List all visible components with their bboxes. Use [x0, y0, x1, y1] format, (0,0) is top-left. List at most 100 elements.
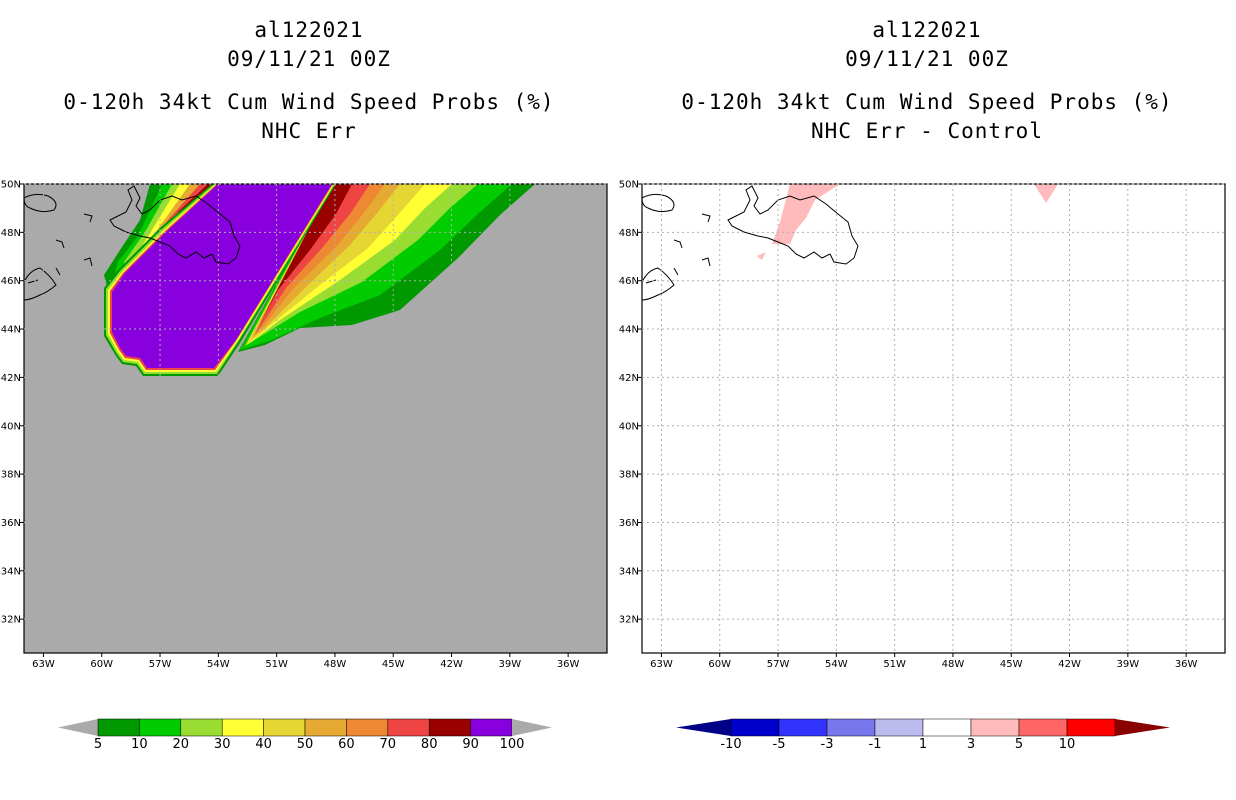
lon-tick-label: 36W	[557, 659, 580, 670]
lon-tick-label: 54W	[207, 659, 230, 670]
lon-tick-label: 48W	[324, 659, 347, 670]
prob-band-70	[253, 184, 370, 338]
colorbar-swatch	[922, 718, 972, 737]
colorbar-label: 5	[1015, 737, 1023, 752]
coast-newfoundland	[727, 185, 859, 265]
colorbar-label: 3	[967, 737, 975, 752]
colorbar-label: 40	[255, 737, 272, 752]
colorbar-swatch	[180, 718, 223, 737]
right-model-name: NHC Err - Control	[811, 119, 1043, 143]
colorbar-label: 10	[131, 737, 148, 752]
left-colorbar: 5 10 20 30 40 50 60 70 80 90 100	[58, 718, 552, 752]
colorbar-swatch	[97, 718, 140, 737]
coast-anticosti	[24, 193, 57, 213]
lat-tick-label: 36N	[619, 518, 639, 529]
prob-band-20	[250, 184, 478, 343]
colorbar-swatch	[970, 718, 1020, 737]
left-gridlines	[20, 183, 607, 657]
coast-islet	[701, 213, 711, 223]
left-model-name: NHC Err	[261, 119, 357, 143]
right-map-panel: 63W 60W 57W 54W 51W 48W 45W 42W 39W 36W 50N 48N 46N 4…	[619, 180, 1226, 671]
colorbar-label: -3	[821, 737, 834, 752]
colorbar-low-arrow	[58, 719, 98, 736]
left-probability-field	[104, 184, 535, 376]
coast-anticosti	[642, 193, 675, 213]
colorbar-label: -5	[773, 737, 786, 752]
lat-tick-label: 44N	[1, 325, 21, 336]
left-product-title: 0-120h 34kt Cum Wind Speed Probs (%)	[63, 90, 555, 114]
colorbar-swatch	[387, 718, 430, 737]
colorbar-label: 70	[380, 737, 397, 752]
lon-tick-label: 57W	[149, 659, 172, 670]
lon-tick-label: 42W	[1058, 659, 1081, 670]
prob-band-60	[255, 184, 385, 336]
lat-tick-label: 42N	[1, 373, 21, 384]
lat-tick-label: 48N	[619, 228, 639, 239]
lon-tick-label: 54W	[825, 659, 848, 670]
right-colorbar: -10 -5 -3 -1 1 3 5 10	[676, 718, 1170, 752]
coast-islet	[83, 213, 93, 223]
colorbar-label: 100	[500, 737, 525, 752]
colorbar-swatch	[221, 718, 264, 737]
coast-nova-scotia	[642, 267, 679, 301]
lat-tick-label: 36N	[1, 518, 21, 529]
lat-tick-label: 40N	[619, 421, 639, 432]
colorbar-swatch	[304, 718, 347, 737]
prob-band-50	[258, 184, 400, 335]
lat-tick-label: 50N	[619, 180, 639, 191]
colorbar-label: 1	[919, 737, 927, 752]
left-map-panel: 63W 60W 57W 54W 51W 48W 45W 42W 39W 36W 50N 48N 46N 4…	[1, 180, 608, 671]
colorbar-swatch	[346, 718, 389, 737]
lon-tick-label: 39W	[1117, 659, 1140, 670]
colorbar-label: 90	[462, 737, 479, 752]
lon-tick-label: 60W	[90, 659, 113, 670]
lat-tick-label: 40N	[1, 421, 21, 432]
colorbar-label: 5	[94, 737, 102, 752]
lat-tick-label: 44N	[619, 325, 639, 336]
diff-region-1to3-nw	[772, 184, 840, 244]
colorbar-label: -10	[720, 737, 741, 752]
colorbar-swatch	[263, 718, 306, 737]
lon-tick-label: 51W	[265, 659, 288, 670]
prob-band-80	[251, 184, 352, 340]
right-gridlines	[638, 183, 1225, 657]
lon-tick-label: 42W	[440, 659, 463, 670]
prob-nw-band-30	[132, 184, 218, 262]
lon-tick-label: 45W	[1000, 659, 1023, 670]
colorbar-label: 50	[297, 737, 314, 752]
lon-tick-label: 63W	[650, 659, 673, 670]
left-datetime: 09/11/21 00Z	[227, 47, 391, 71]
lon-tick-label: 51W	[883, 659, 906, 670]
right-axis-labels: 63W 60W 57W 54W 51W 48W 45W 42W 39W 36W 50N 48N 46N 4…	[619, 180, 1198, 671]
right-storm-id: al122021	[872, 18, 982, 42]
coast-nova-scotia	[24, 267, 61, 301]
lon-tick-label: 57W	[767, 659, 790, 670]
colorbar-swatch	[470, 718, 513, 737]
lon-tick-label: 48W	[942, 659, 965, 670]
left-title-block: al122021 09/11/21 00Z 0-120h 34kt Cum Wi…	[0, 16, 618, 146]
left-axis-labels: 63W 60W 57W 54W 51W 48W 45W 42W 39W 36W 50N 48N 46N 4…	[1, 180, 580, 671]
lat-tick-label: 50N	[1, 180, 21, 191]
colorbar-swatch	[1018, 718, 1068, 737]
right-coastlines	[642, 185, 859, 301]
lat-tick-label: 34N	[619, 566, 639, 577]
diff-region-1to3-small	[757, 252, 766, 260]
lat-tick-label: 32N	[619, 615, 639, 626]
colorbar-swatch	[730, 718, 780, 737]
colorbar-label: 30	[214, 737, 231, 752]
colorbar-label: -1	[869, 737, 882, 752]
lon-tick-label: 36W	[1175, 659, 1198, 670]
lat-tick-label: 48N	[1, 228, 21, 239]
colorbar-swatch	[826, 718, 876, 737]
lat-tick-label: 46N	[619, 276, 639, 287]
lat-tick-label: 32N	[1, 615, 21, 626]
prob-band-30	[247, 184, 452, 345]
colorbar-label: 80	[421, 737, 438, 752]
colorbar-swatch	[428, 718, 471, 737]
left-coastlines	[24, 185, 241, 301]
right-datetime: 09/11/21 00Z	[845, 47, 1009, 71]
lat-tick-label: 46N	[1, 276, 21, 287]
right-product-title: 0-120h 34kt Cum Wind Speed Probs (%)	[681, 90, 1173, 114]
colorbar-swatch	[1066, 718, 1116, 737]
